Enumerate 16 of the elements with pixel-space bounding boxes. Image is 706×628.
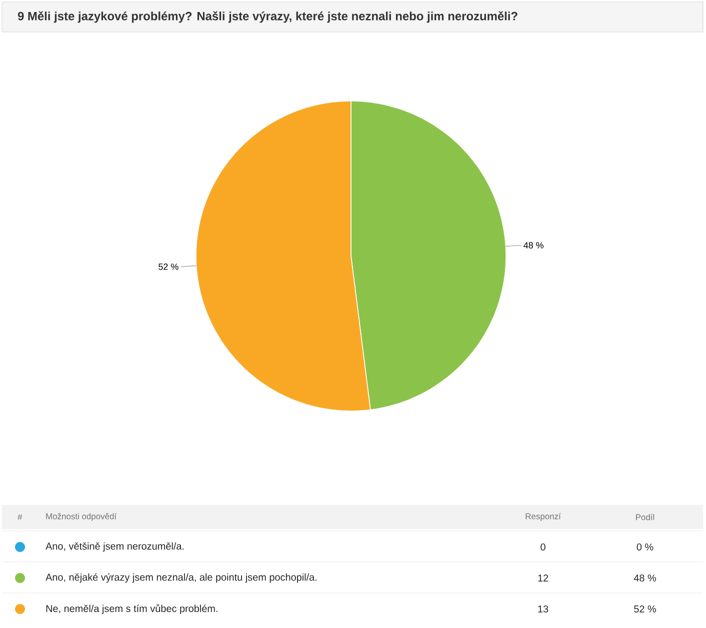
text: 0 % bbox=[636, 543, 654, 551]
text: 12 bbox=[538, 574, 548, 582]
legend-label: Ne, neměl/a jsem s tím vůbec problém. bbox=[46, 604, 218, 614]
data-label: 48 % bbox=[524, 242, 544, 248]
text: # bbox=[18, 514, 22, 520]
text: Responzí bbox=[526, 513, 561, 521]
text: 0 bbox=[540, 543, 546, 551]
legend-label: Ano, nějaké výrazy jsem neznal/a, ale pointu jsem pochopil/a. bbox=[46, 573, 316, 583]
text: 48 % bbox=[634, 574, 656, 582]
text: 13 bbox=[538, 605, 548, 613]
text: 52 % bbox=[634, 605, 656, 613]
text: Podíl bbox=[636, 514, 654, 520]
chart-title: 9 Měli jste jazykové problémy? Našli jste výrazy, které jste neznali nebo jim nerozuměli? bbox=[18, 11, 518, 23]
data-label: 52 % bbox=[158, 264, 178, 270]
text: Možnosti odpovědí bbox=[46, 513, 117, 521]
legend-label: Ano, většině jsem nerozuměl/a. bbox=[46, 542, 184, 552]
